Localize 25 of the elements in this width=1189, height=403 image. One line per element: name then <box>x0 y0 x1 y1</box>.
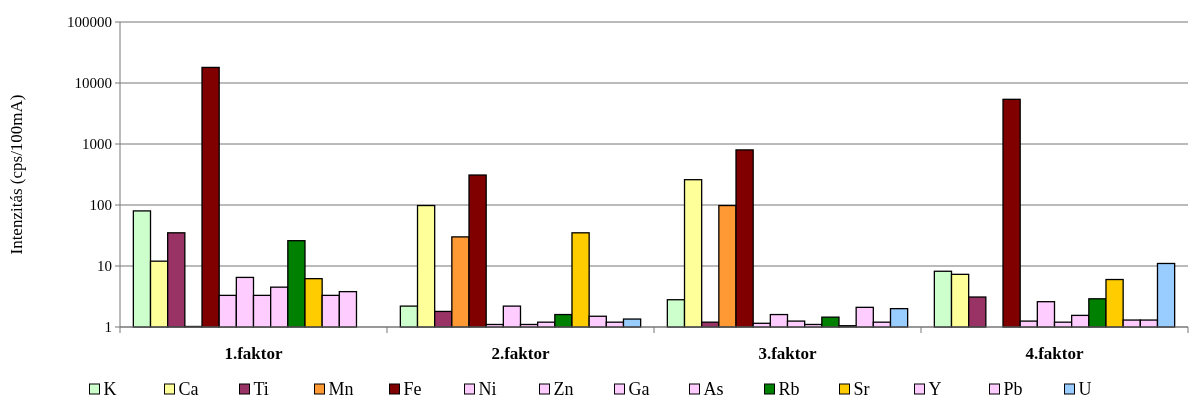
x-tick-label: 1.faktor <box>224 344 283 363</box>
y-axis-title: Intenzitás (cps/100mA) <box>7 94 26 255</box>
y-tick-label: 100000 <box>67 14 112 31</box>
legend-label: Ca <box>178 379 199 400</box>
legend-label: Pb <box>1003 379 1023 400</box>
legend-label: Zn <box>553 379 574 400</box>
legend-label: Ni <box>478 379 497 400</box>
x-tick-label: 3.faktor <box>758 344 817 363</box>
legend-label: U <box>1078 379 1092 400</box>
y-tick-label: 10 <box>97 258 112 275</box>
legend-label: Ti <box>253 379 269 400</box>
y-tick-label: 10000 <box>74 75 112 92</box>
y-tick-label: 100 <box>89 197 112 214</box>
legend-label: As <box>703 379 724 400</box>
legend-label: Mn <box>328 379 354 400</box>
legend-label: Rb <box>778 379 800 400</box>
legend-label: Fe <box>403 379 422 400</box>
legend-label: K <box>103 379 117 400</box>
x-tick-label: 4.faktor <box>1025 344 1084 363</box>
legend-label: Ga <box>628 379 650 400</box>
x-tick-label: 2.faktor <box>491 344 550 363</box>
y-tick-label: 1000 <box>82 136 112 153</box>
y-tick-label: 1 <box>104 319 112 336</box>
legend-label: Y <box>928 379 942 400</box>
legend-label: Sr <box>853 379 870 400</box>
